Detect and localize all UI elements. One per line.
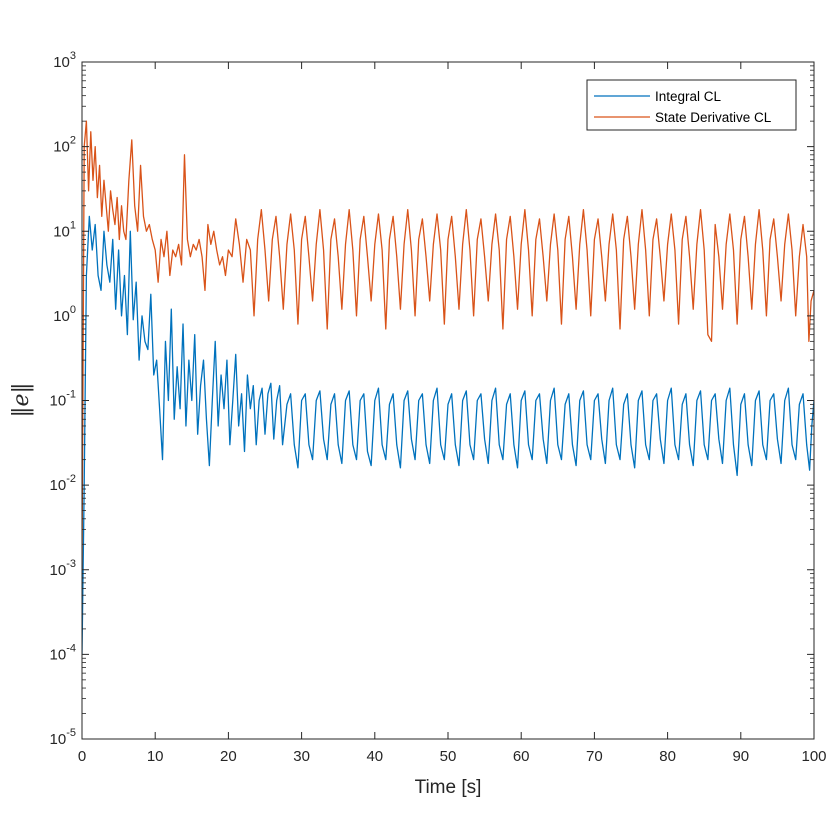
y-tick-label: 100 <box>53 304 76 325</box>
x-tick-label: 60 <box>513 748 530 765</box>
legend-label-state-derivative-cl: State Derivative CL <box>655 110 772 125</box>
y-tick-label: 103 <box>53 50 76 71</box>
y-tick-label: 10-3 <box>50 558 76 579</box>
y-axis-title: ‖e‖ <box>9 382 34 417</box>
y-tick-label: 102 <box>53 135 76 156</box>
y-tick-label: 10-5 <box>50 727 76 748</box>
y-tick-label: 10-4 <box>50 642 76 663</box>
x-tick-label: 10 <box>147 748 164 765</box>
legend-box <box>586 79 797 131</box>
y-tick-label: 10-1 <box>50 389 76 410</box>
series-line-integral-cl <box>82 215 814 655</box>
x-tick-label: 50 <box>440 748 457 765</box>
series-line-state-derivative-cl <box>82 120 814 570</box>
x-tick-label: 0 <box>78 748 86 765</box>
x-tick-label: 30 <box>293 748 310 765</box>
legend: Integral CL State Derivative CL <box>586 79 797 131</box>
y-axis: 10-5 10-4 10-3 10-2 10-1 100 101 102 103 <box>50 50 814 748</box>
y-tick-label: 101 <box>53 219 76 240</box>
x-tick-label: 40 <box>366 748 383 765</box>
y-axis-title-symbol: e <box>9 393 34 406</box>
y-axis-title-bars-left: ‖ <box>9 407 34 418</box>
x-tick-label: 70 <box>586 748 603 765</box>
x-tick-label: 100 <box>801 748 826 765</box>
svg-text:‖e‖: ‖e‖ <box>9 382 34 417</box>
x-axis: 0 10 20 30 40 50 60 70 80 90 100 <box>78 62 827 765</box>
x-tick-label: 20 <box>220 748 237 765</box>
series-layer <box>82 120 814 655</box>
legend-label-integral-cl: Integral CL <box>655 89 722 104</box>
plot-area <box>82 62 814 739</box>
x-tick-label: 90 <box>732 748 749 765</box>
y-tick-label: 10-2 <box>50 473 76 494</box>
x-tick-label: 80 <box>659 748 676 765</box>
y-axis-title-bars-right: ‖ <box>9 382 34 393</box>
x-axis-title: Time [s] <box>415 777 482 798</box>
